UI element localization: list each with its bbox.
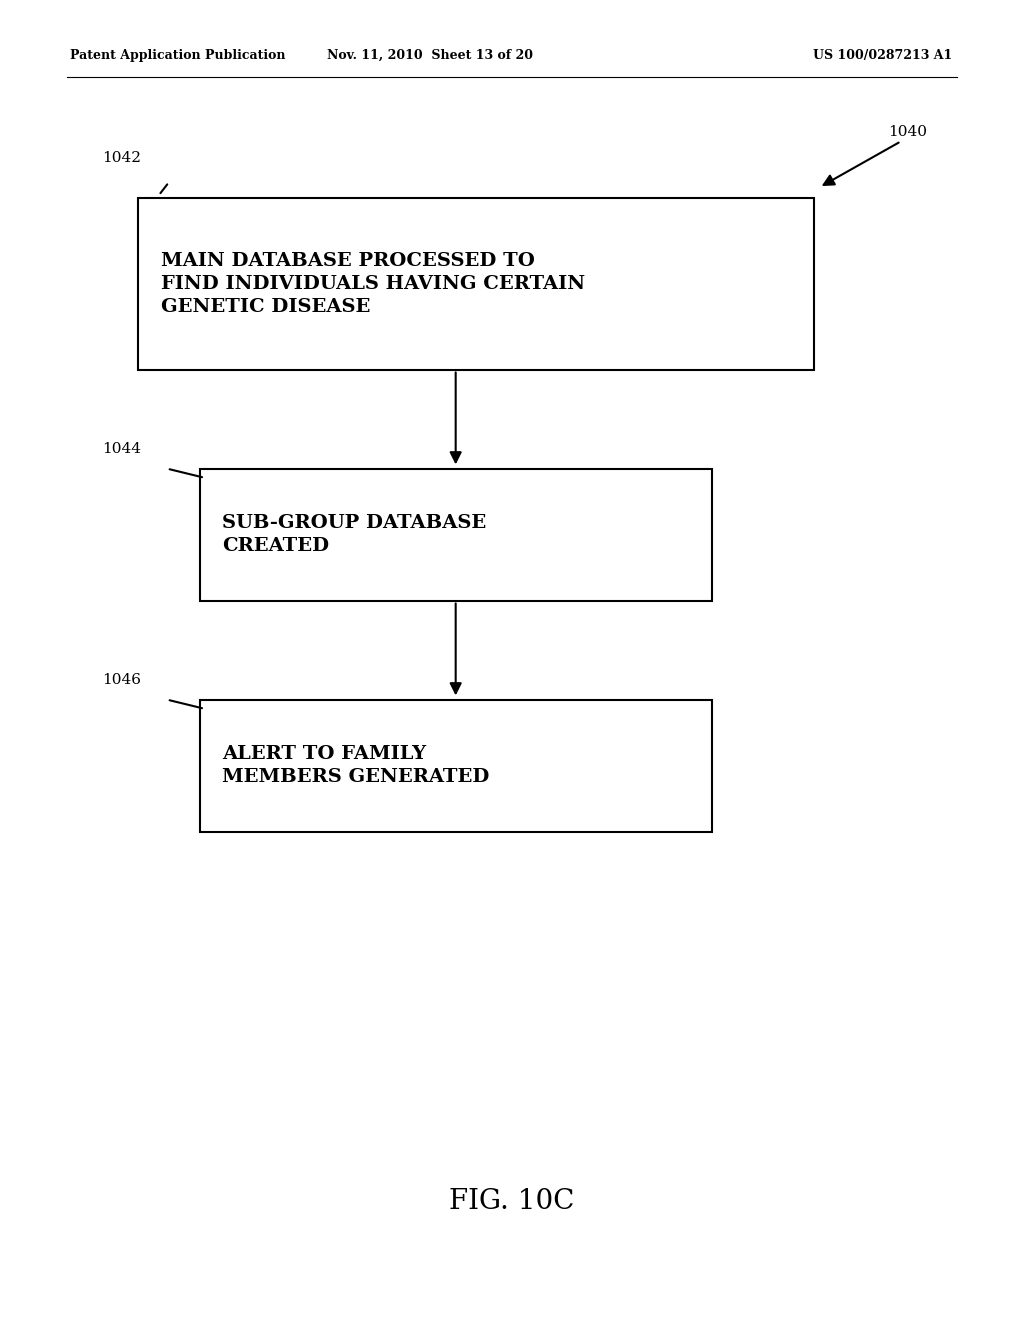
Text: MAIN DATABASE PROCESSED TO
FIND INDIVIDUALS HAVING CERTAIN
GENETIC DISEASE: MAIN DATABASE PROCESSED TO FIND INDIVIDU… xyxy=(161,252,585,315)
FancyBboxPatch shape xyxy=(200,700,712,832)
Text: Patent Application Publication: Patent Application Publication xyxy=(70,49,285,62)
Text: SUB-GROUP DATABASE
CREATED: SUB-GROUP DATABASE CREATED xyxy=(222,515,486,554)
Text: 1046: 1046 xyxy=(102,673,141,686)
Text: 1040: 1040 xyxy=(888,125,927,139)
Text: 1042: 1042 xyxy=(102,152,141,165)
FancyBboxPatch shape xyxy=(200,469,712,601)
Text: ALERT TO FAMILY
MEMBERS GENERATED: ALERT TO FAMILY MEMBERS GENERATED xyxy=(222,746,489,785)
Text: US 100/0287213 A1: US 100/0287213 A1 xyxy=(813,49,952,62)
Text: Nov. 11, 2010  Sheet 13 of 20: Nov. 11, 2010 Sheet 13 of 20 xyxy=(327,49,534,62)
Text: FIG. 10C: FIG. 10C xyxy=(450,1188,574,1214)
Text: 1044: 1044 xyxy=(102,442,141,455)
FancyBboxPatch shape xyxy=(138,198,814,370)
